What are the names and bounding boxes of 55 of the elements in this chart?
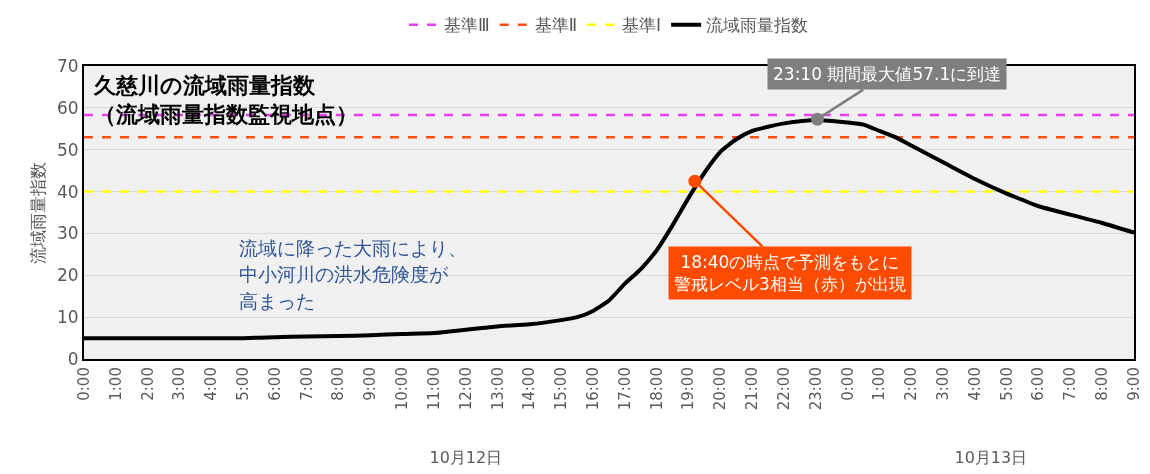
chart-title: 久慈川の流域雨量指数 xyxy=(93,73,316,98)
x-tick-label: 0:00 xyxy=(838,367,857,401)
legend-label: 基準Ⅰ xyxy=(622,15,662,36)
x2-tick-label: 10月12日 xyxy=(429,448,503,467)
x-tick-label: 19:00 xyxy=(679,367,698,411)
x-tick-label: 9:00 xyxy=(361,367,380,401)
legend-label: 基準Ⅱ xyxy=(534,15,578,36)
y-tick-label: 30 xyxy=(56,223,79,244)
x-tick-label: 0:00 xyxy=(74,367,93,401)
x-tick-label: 11:00 xyxy=(424,367,443,411)
x2-tick-label: 10月13日 xyxy=(954,448,1028,467)
y-tick-label: 20 xyxy=(56,265,79,286)
x-tick-label: 12:00 xyxy=(456,367,475,411)
x-tick-label: 5:00 xyxy=(233,367,252,401)
x-tick-label: 13:00 xyxy=(488,367,507,411)
x-tick-label: 22:00 xyxy=(774,367,793,411)
y-tick-label: 70 xyxy=(56,55,79,76)
x-tick-label: 7:00 xyxy=(1061,367,1080,401)
x-tick-label: 21:00 xyxy=(743,367,762,411)
x-tick-label: 23:00 xyxy=(806,367,825,411)
x-tick-label: 4:00 xyxy=(965,367,984,401)
x-tick-label: 20:00 xyxy=(711,367,730,411)
x-tick-label: 1:00 xyxy=(106,367,125,401)
y-tick-label: 40 xyxy=(56,181,79,202)
x-tick-label: 16:00 xyxy=(583,367,602,411)
x-tick-label: 14:00 xyxy=(520,367,539,411)
legend-label: 基準Ⅲ xyxy=(444,15,490,36)
legend-label: 流域雨量指数 xyxy=(706,15,809,36)
annotation: 高まった xyxy=(239,290,315,312)
x-tick-label: 10:00 xyxy=(393,367,412,411)
x-tick-label: 3:00 xyxy=(933,367,952,401)
annotation: 23:10 期間最大値57.1に到達 xyxy=(773,64,1002,84)
x-tick-label: 3:00 xyxy=(170,367,189,401)
x-tick-label: 4:00 xyxy=(202,367,221,401)
annotation: 流域に降った大雨により、 xyxy=(239,237,467,259)
x-tick-label: 17:00 xyxy=(615,367,634,411)
x-tick-label: 2:00 xyxy=(138,367,157,401)
x-tick-label: 15:00 xyxy=(552,367,571,411)
x-tick-label: 1:00 xyxy=(870,367,889,401)
x-tick-label: 8:00 xyxy=(329,367,348,401)
x-tick-label: 18:00 xyxy=(647,367,666,411)
annotation: 18:40の時点で予測をもとに警戒レベル3相当（赤）が出現 xyxy=(674,252,906,295)
x-tick-label: 5:00 xyxy=(997,367,1016,401)
x-tick-label: 8:00 xyxy=(1093,367,1112,401)
y-tick-label: 50 xyxy=(56,139,79,160)
y-axis-title: 流域雨量指数 xyxy=(28,161,49,264)
x-tick-label: 6:00 xyxy=(1029,367,1048,401)
annotation: 中小河川の洪水危険度が xyxy=(239,263,449,285)
y-tick-label: 10 xyxy=(56,307,79,328)
x-tick-label: 9:00 xyxy=(1124,367,1143,401)
y-tick-label: 60 xyxy=(56,97,79,118)
y-tick-label: 0 xyxy=(67,349,79,370)
x-tick-label: 2:00 xyxy=(902,367,921,401)
x-tick-label: 6:00 xyxy=(265,367,284,401)
x-tick-label: 7:00 xyxy=(297,367,316,401)
